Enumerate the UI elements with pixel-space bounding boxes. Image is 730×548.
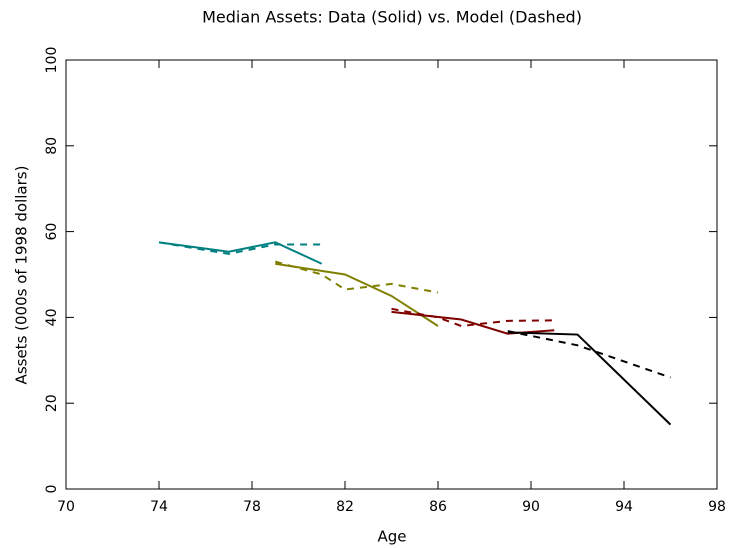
data-line [275, 262, 439, 327]
x-tick-label: 78 [243, 499, 261, 515]
data-line [507, 331, 672, 426]
y-tick-label: 100 [44, 47, 60, 74]
data-line [158, 241, 323, 265]
x-tick-label: 94 [615, 499, 633, 515]
model-line [391, 307, 555, 327]
model-line [158, 241, 322, 255]
x-tick-label: 82 [336, 499, 354, 515]
y-tick-label: 20 [44, 394, 60, 412]
y-tick-label: 40 [44, 308, 60, 326]
data-line [391, 310, 555, 335]
model-line [274, 260, 439, 294]
x-tick-label: 70 [57, 499, 75, 515]
y-tick-label: 0 [44, 485, 60, 494]
y-axis-label: Assets (000s of 1998 dollars) [13, 166, 31, 385]
y-tick-label: 80 [44, 137, 60, 155]
plot-frame [65, 59, 718, 490]
model-line [507, 330, 671, 379]
x-tick-label: 98 [708, 499, 726, 515]
x-tick-label: 90 [522, 499, 540, 515]
chart-title: Median Assets: Data (Solid) vs. Model (D… [202, 8, 582, 27]
y-tick-label: 60 [44, 223, 60, 241]
x-tick-label: 86 [429, 499, 447, 515]
x-axis-label: Age [377, 528, 406, 546]
x-tick-label: 74 [150, 499, 168, 515]
